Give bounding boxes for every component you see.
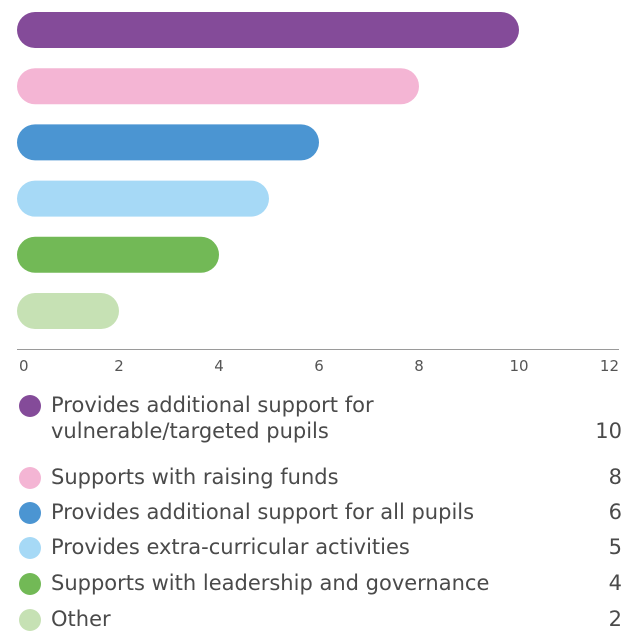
x-tick-label: 6 [314, 357, 324, 375]
legend-label: Provides additional support for vulnerab… [51, 393, 374, 443]
x-tick-label: 12 [600, 357, 619, 375]
bar-1 [17, 12, 519, 48]
bar-chart: 0 2 4 6 8 10 12 [17, 12, 619, 375]
bar-4 [17, 180, 269, 217]
legend-swatch [19, 537, 41, 559]
legend-label: Supports with leadership and governance [51, 571, 490, 595]
legend-label: Other [51, 607, 111, 631]
bar-5 [17, 236, 219, 273]
legend-value: 2 [608, 607, 622, 631]
legend-swatch [19, 467, 41, 489]
x-tick-label: 0 [19, 357, 29, 375]
legend-value: 4 [608, 571, 622, 595]
bar-3 [17, 124, 319, 161]
bars-group [17, 12, 519, 329]
x-tick-label: 4 [214, 357, 224, 375]
legend-value: 8 [608, 465, 622, 489]
legend-label: Provides additional support for all pupi… [51, 500, 475, 524]
x-tick-label: 8 [414, 357, 424, 375]
legend-value: 6 [608, 500, 622, 524]
legend-value: 10 [595, 419, 622, 443]
x-tick-label: 2 [114, 357, 124, 375]
legend-swatch [19, 502, 41, 524]
legend-swatch [19, 395, 41, 417]
legend-value: 5 [608, 535, 622, 559]
x-axis-ticks: 0 2 4 6 8 10 12 [19, 357, 619, 375]
bar-6 [17, 293, 119, 329]
x-tick-label: 10 [509, 357, 528, 375]
bar-2 [17, 68, 419, 105]
legend-label: Provides extra-curricular activities [51, 535, 410, 559]
legend-label: Supports with raising funds [51, 465, 339, 489]
legend-swatch [19, 573, 41, 595]
legend-swatch [19, 609, 41, 631]
